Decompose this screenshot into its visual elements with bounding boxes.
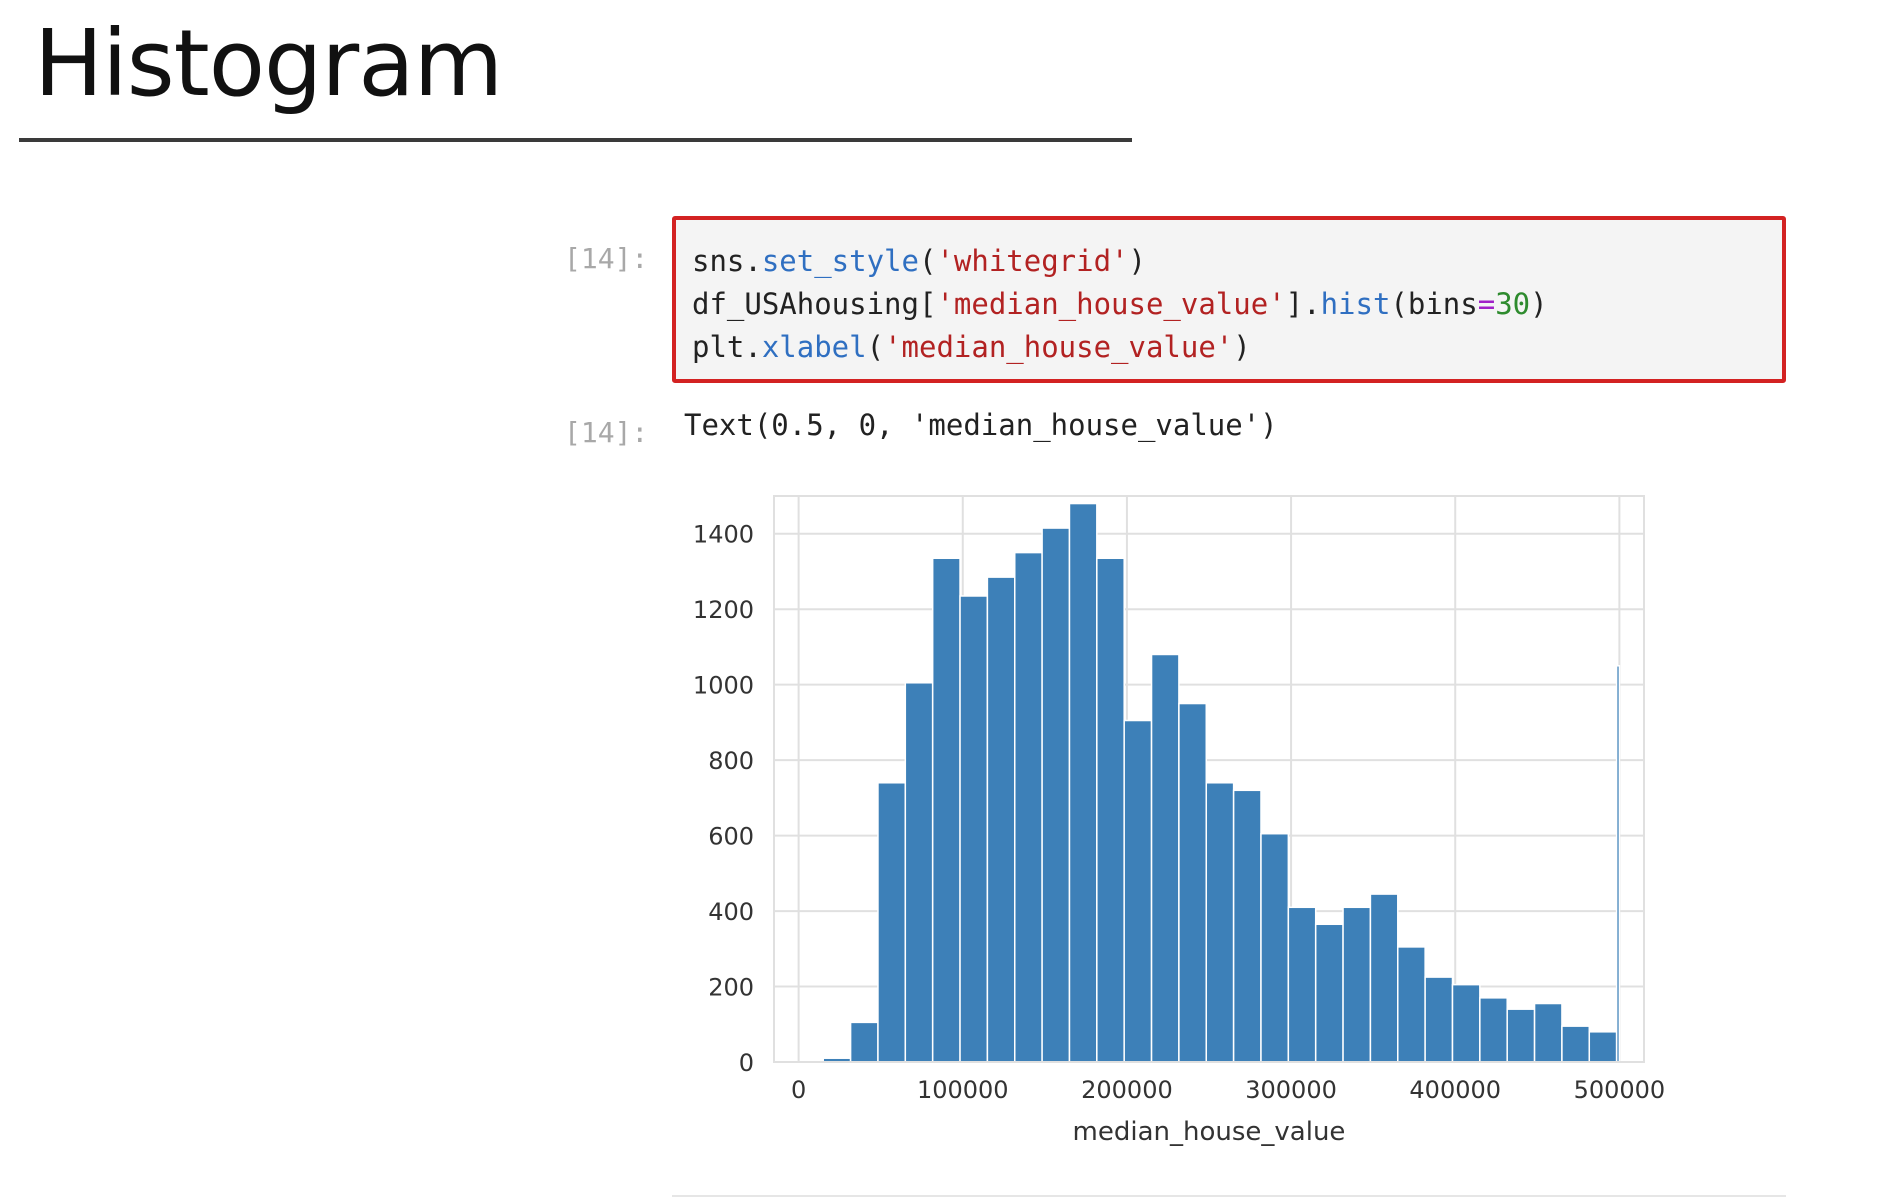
histogram-bar <box>1260 832 1290 1063</box>
x-tick-label: 0 <box>791 1076 806 1104</box>
code-token: set_style <box>761 244 919 278</box>
histogram-bar <box>1205 782 1235 1063</box>
x-tick-label: 200000 <box>1081 1076 1173 1104</box>
code-token: ]. <box>1285 287 1321 321</box>
x-axis-label: median_house_value <box>1073 1117 1346 1147</box>
histogram-bar <box>877 782 907 1063</box>
histogram-bar <box>1178 702 1208 1063</box>
y-tick-label: 400 <box>708 898 754 926</box>
code-token: xlabel <box>761 330 867 364</box>
y-tick-label: 1000 <box>693 672 754 700</box>
code-token: ) <box>1128 244 1146 278</box>
histogram-bar <box>1479 997 1508 1063</box>
code-cell[interactable]: sns.set_style('whitegrid') df_USAhousing[… <box>672 216 1786 383</box>
cell-bottom-divider <box>672 1195 1786 1197</box>
histogram-chart: 0 100000 200000 300000 400000 500000 0 200 400 60… <box>693 495 1665 1147</box>
histogram-bar <box>1041 527 1071 1063</box>
y-tick-label: 200 <box>708 974 754 1002</box>
slide-title: Histogram <box>34 10 503 117</box>
histogram-bar <box>1068 502 1098 1063</box>
histogram-bar <box>1014 551 1043 1063</box>
code-token: ( <box>918 244 937 278</box>
histogram-bar <box>1397 946 1426 1063</box>
histogram-bar <box>1232 789 1262 1063</box>
histogram-bar <box>1533 1002 1563 1063</box>
code-token: sns. <box>692 244 762 278</box>
code-line: df_USAhousing['median_house_value'].hist… <box>692 283 1782 326</box>
code-token: ) <box>1233 330 1251 364</box>
code-token: df_USAhousing[ <box>692 287 937 321</box>
y-tick-label: 1400 <box>693 521 754 549</box>
x-tick-label: 400000 <box>1409 1076 1501 1104</box>
code-token: 'median_house_value' <box>936 287 1286 321</box>
code-token: 'median_house_value' <box>884 330 1234 364</box>
code-token: ( <box>866 330 885 364</box>
plot-frame <box>773 495 1645 1063</box>
histogram-bar <box>1314 923 1344 1063</box>
tick-labels: 0 100000 200000 300000 400000 500000 0 200 400 60… <box>693 521 1665 1104</box>
histogram-bar <box>1561 1025 1591 1063</box>
y-tick-label: 1200 <box>693 596 754 624</box>
histogram-bar <box>931 557 961 1063</box>
histogram-bar <box>1287 906 1317 1063</box>
x-tick-label: 500000 <box>1574 1076 1666 1104</box>
code-token: = <box>1477 287 1496 321</box>
histogram-bar <box>1150 653 1180 1063</box>
histogram-bar <box>904 682 934 1063</box>
code-token: 'whitegrid' <box>936 244 1129 278</box>
histogram-bar <box>1123 719 1153 1063</box>
histogram-bar <box>1096 557 1125 1063</box>
histogram-bar <box>849 1021 879 1063</box>
histogram-bar <box>986 576 1016 1063</box>
histogram-bar <box>1342 906 1372 1063</box>
histogram-bar <box>1451 983 1481 1063</box>
y-tick-label: 800 <box>708 747 754 775</box>
output-text: Text(0.5, 0, 'median_house_value') <box>684 408 1278 442</box>
code-line: sns.set_style('whitegrid') <box>692 240 1782 283</box>
code-editor[interactable]: sns.set_style('whitegrid') df_USAhousing[… <box>676 220 1782 369</box>
code-token: ) <box>1530 287 1548 321</box>
output-prompt: [14]: <box>564 416 649 449</box>
title-divider <box>19 138 1132 142</box>
y-tick-label: 600 <box>708 823 754 851</box>
histogram-bars <box>822 502 1621 1063</box>
code-token: 30 <box>1495 287 1531 321</box>
code-token: plt. <box>692 330 762 364</box>
x-tick-label: 100000 <box>917 1076 1009 1104</box>
histogram-bar <box>1424 976 1454 1063</box>
code-token: (bins <box>1390 287 1478 321</box>
input-prompt: [14]: <box>564 242 649 275</box>
histogram-bar <box>1506 1008 1536 1063</box>
code-token: hist <box>1320 287 1391 321</box>
histogram-bar <box>1369 893 1399 1063</box>
y-tick-label: 0 <box>739 1049 754 1077</box>
histogram-bar <box>1588 1031 1618 1063</box>
x-tick-label: 300000 <box>1245 1076 1337 1104</box>
histogram-bar <box>1615 665 1621 1063</box>
code-line: plt.xlabel('median_house_value') <box>692 326 1782 369</box>
histogram-bar <box>959 595 989 1063</box>
